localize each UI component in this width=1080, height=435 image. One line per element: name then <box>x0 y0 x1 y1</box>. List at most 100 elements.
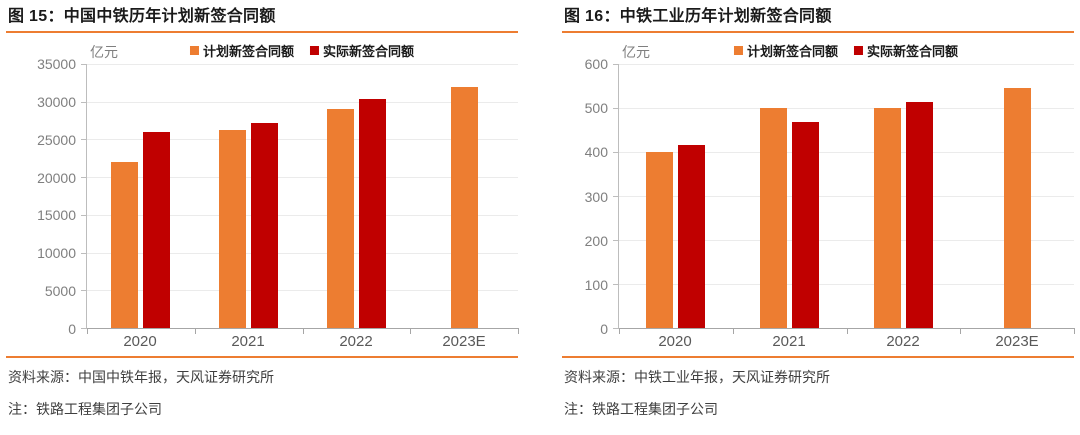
y-tick-label-400: 400 <box>584 144 608 161</box>
y-axis-tick-0 <box>81 328 87 329</box>
bar-plan-2022 <box>873 108 901 328</box>
bar-group-2022 <box>303 64 411 328</box>
gridline-20000 <box>87 177 518 179</box>
bar-chart-crec-industry: 亿元 计划新签合同额 实际新签合同额 0 100 200 300 400 500 600 20… <box>562 40 1075 353</box>
x-axis-tick-2 <box>302 328 304 334</box>
legend-label-plan: 计划新签合同额 <box>202 44 294 59</box>
bar-group-2021 <box>733 64 847 328</box>
figure-panel-15: 图 15：中国中铁历年计划新签合同额 亿元 计划新签合同额 实际新签合同额 0 50… <box>6 6 519 419</box>
y-axis-tick-100 <box>613 283 619 285</box>
x-axis-tick-3 <box>960 328 962 334</box>
y-tick-label-20000: 20000 <box>37 169 76 186</box>
legend-swatch-plan <box>733 46 743 55</box>
gridline-200 <box>619 240 1074 241</box>
x-axis-tick-1 <box>194 328 196 334</box>
chart-header: 亿元 计划新签合同额 实际新签合同额 <box>562 40 1074 62</box>
bar-plan-2023E <box>450 87 478 328</box>
x-axis-tick-0 <box>87 328 88 334</box>
x-axis-label-2020: 2020 <box>123 333 157 350</box>
plot-area <box>613 64 1075 334</box>
bar-plan-2022 <box>326 108 354 328</box>
bar-actual-2021 <box>792 122 820 328</box>
chart-legend: 计划新签合同额 实际新签合同额 <box>733 41 958 60</box>
bar-plan-2023E <box>1003 88 1031 328</box>
y-tick-label-35000: 35000 <box>37 56 76 72</box>
y-axis-tick-0 <box>613 328 619 329</box>
y-axis-tick-30000 <box>81 101 87 103</box>
y-tick-label-10000: 10000 <box>37 245 76 262</box>
bar-actual-2022 <box>905 101 933 328</box>
plot-row: 0 100 200 300 400 500 600 <box>562 57 1075 336</box>
gridline-10000 <box>87 252 518 254</box>
legend-swatch-actual <box>310 46 319 55</box>
gridline-30000 <box>87 101 518 103</box>
x-axis-label-2023E: 2023E <box>995 333 1039 350</box>
x-axis-label-2021: 2021 <box>231 333 265 350</box>
bar-group-2020 <box>619 64 733 328</box>
bar-group-2020 <box>87 64 195 328</box>
y-axis-tick-200 <box>613 240 619 241</box>
y-tick-label-200: 200 <box>584 232 608 249</box>
bar-group-2021 <box>195 64 303 328</box>
x-axis-tick-labels: 2020 2021 2022 2023E <box>86 329 518 353</box>
x-axis-tick-3 <box>410 328 412 334</box>
plot-row: 0 5000 10000 15000 20000 25000 30000 35000 <box>6 57 519 336</box>
y-tick-label-5000: 5000 <box>44 283 76 300</box>
y-axis-tick-25000 <box>81 139 87 141</box>
bar-actual-2020 <box>678 144 706 328</box>
x-axis-label-2022: 2022 <box>886 333 920 350</box>
y-tick-label-100: 100 <box>584 276 608 293</box>
y-axis-tick-5000 <box>81 290 87 292</box>
y-axis-unit-label: 亿元 <box>622 44 650 60</box>
title-divider <box>6 31 518 33</box>
bar-plan-2021 <box>219 129 247 328</box>
gridline-100 <box>619 283 1074 285</box>
bar-group-2022 <box>847 64 961 328</box>
gridline-400 <box>619 151 1074 153</box>
y-axis-tick-500 <box>613 108 619 109</box>
bar-actual-2020 <box>143 131 171 328</box>
y-axis-tick-labels: 0 5000 10000 15000 20000 25000 30000 35000 <box>6 57 86 336</box>
gridline-5000 <box>87 290 518 292</box>
y-tick-label-25000: 25000 <box>37 131 76 148</box>
bar-group-2023E <box>960 64 1074 328</box>
x-axis-tick-4 <box>518 328 519 334</box>
report-figures-row: 图 15：中国中铁历年计划新签合同额 亿元 计划新签合同额 实际新签合同额 0 50… <box>6 6 1075 419</box>
legend-item-actual: 实际新签合同额 <box>310 41 414 60</box>
legend-item-actual: 实际新签合同额 <box>854 41 958 60</box>
y-axis-tick-35000 <box>81 64 87 65</box>
y-tick-label-600: 600 <box>584 56 608 72</box>
x-axis-tick-4 <box>1074 328 1075 334</box>
gridline-600 <box>619 64 1074 65</box>
x-axis-label-2021: 2021 <box>772 333 806 350</box>
legend-swatch-actual <box>854 46 863 55</box>
y-axis-tick-15000 <box>81 214 87 216</box>
bars-layer <box>87 64 518 328</box>
bar-plan-2020 <box>111 162 139 328</box>
x-axis-tick-1 <box>732 328 734 334</box>
source-text: 资料来源：中国中铁年报，天风证券研究所 <box>8 369 274 385</box>
legend-swatch-plan <box>189 46 199 55</box>
x-axis-label-2020: 2020 <box>658 333 692 350</box>
bar-plan-2021 <box>760 108 788 328</box>
plot-area <box>81 64 519 334</box>
y-axis-tick-400 <box>613 151 619 153</box>
y-tick-label-0: 0 <box>600 321 608 337</box>
y-tick-label-15000: 15000 <box>37 207 76 224</box>
x-axis-tick-2 <box>846 328 848 334</box>
y-tick-label-300: 300 <box>584 188 608 205</box>
note-text: 注：铁路工程集团子公司 <box>564 401 718 417</box>
y-axis-tick-300 <box>613 196 619 197</box>
legend-item-plan: 计划新签合同额 <box>189 41 294 60</box>
figure-panel-16: 图 16：中铁工业历年计划新签合同额 亿元 计划新签合同额 实际新签合同额 0 10… <box>562 6 1075 419</box>
y-axis-tick-labels: 0 100 200 300 400 500 600 <box>562 57 618 336</box>
title-divider <box>562 31 1074 33</box>
note-text: 注：铁路工程集团子公司 <box>8 401 162 417</box>
gridline-35000 <box>87 64 518 65</box>
bar-actual-2021 <box>251 122 279 328</box>
legend-label-plan: 计划新签合同额 <box>746 44 838 59</box>
y-axis-tick-20000 <box>81 177 87 179</box>
x-axis-tick-0 <box>619 328 620 334</box>
chart-legend: 计划新签合同额 实际新签合同额 <box>189 41 414 60</box>
y-axis-tick-600 <box>613 64 619 65</box>
